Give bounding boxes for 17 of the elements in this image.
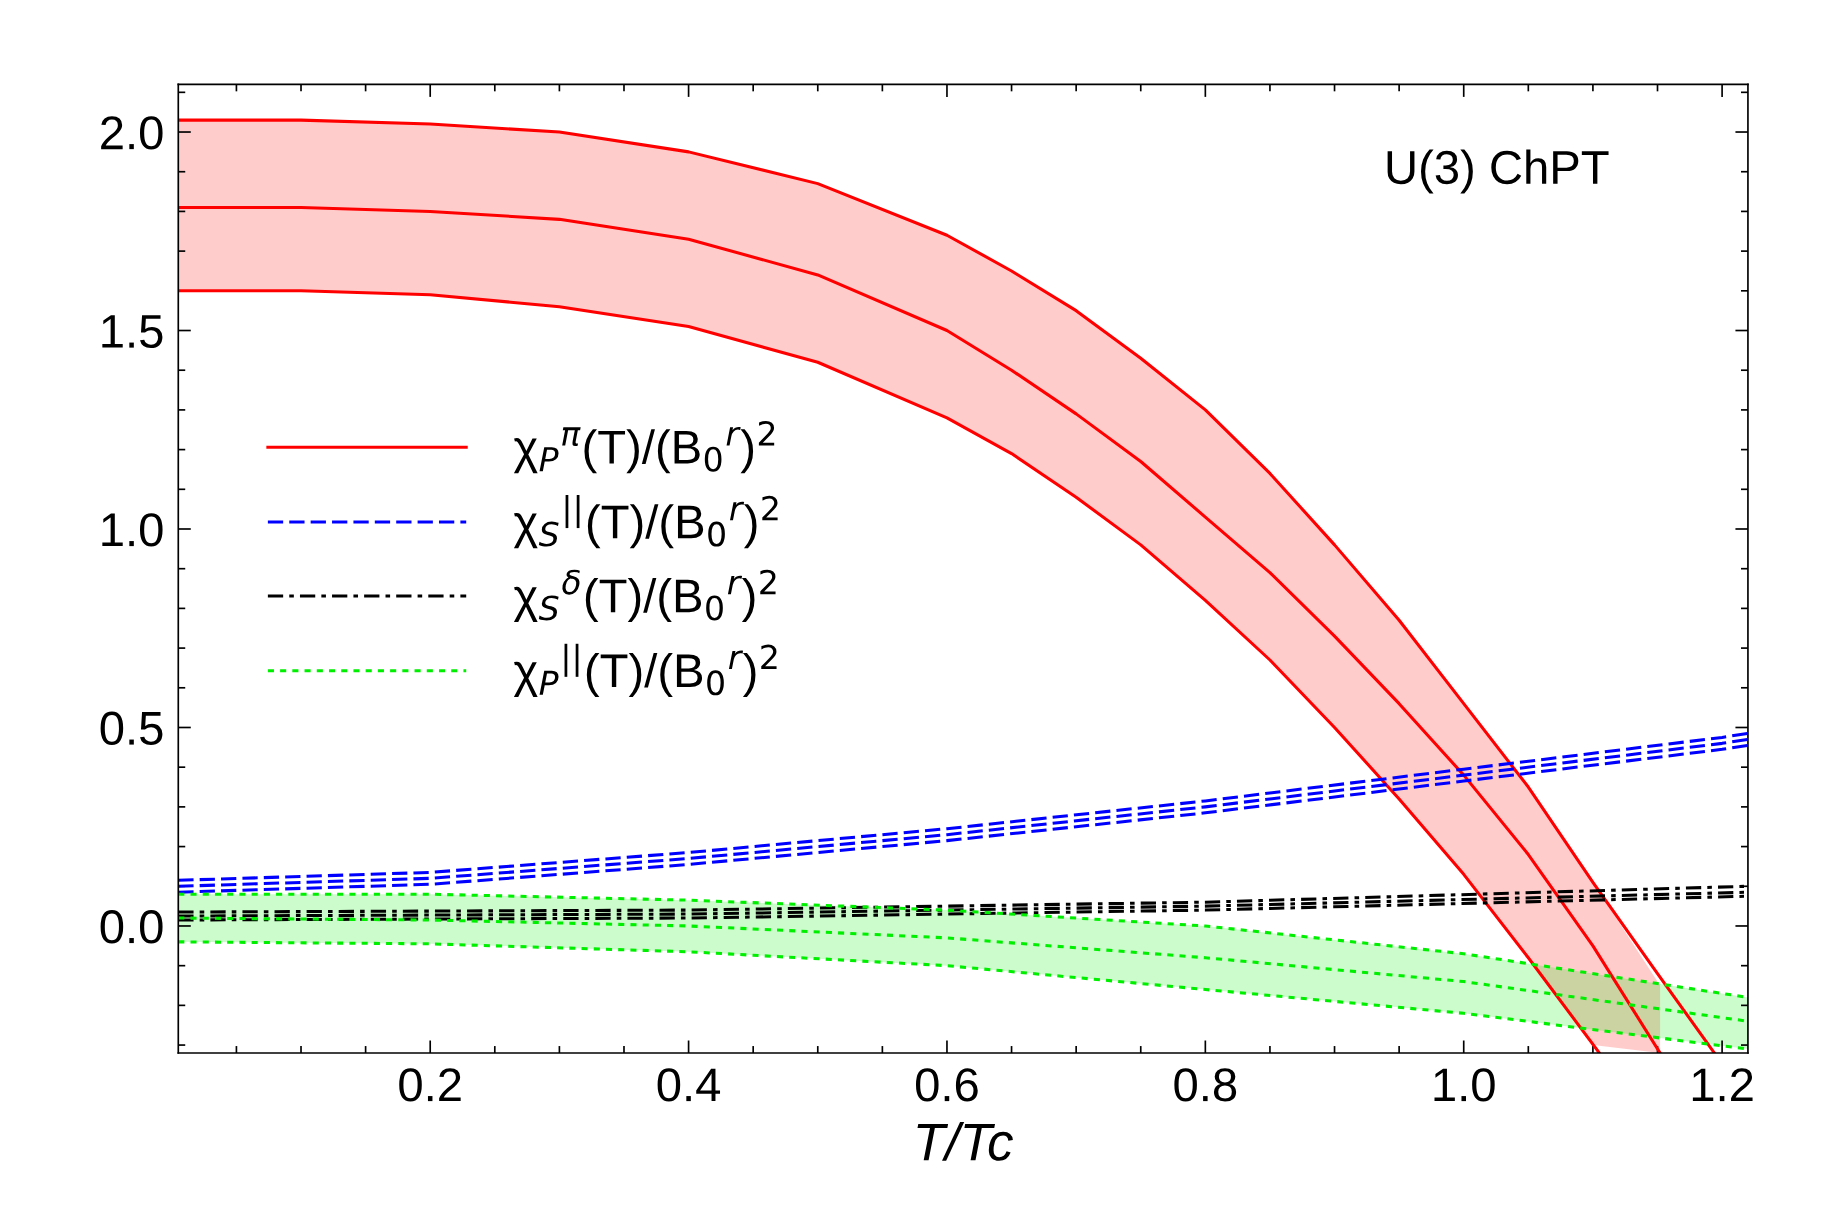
legend-label: χ$_{P}$$^{||}$(T)/(B$_{0}$$^{r}$)$^{2}$ [513, 643, 777, 697]
legend-label: χ$_{S}$$^{||}$(T)/(B$_{0}$$^{r}$)$^{2}$ [513, 495, 778, 549]
x-tick-label: 1.0 [1434, 1068, 1495, 1102]
y-tick-label: 1.0 [102, 513, 163, 547]
x-tick-label: 1.2 [1692, 1068, 1753, 1102]
legend-label: χ$_{S}$$^{δ}$(T)/(B$_{0}$$^{r}$)$^{2}$ [513, 569, 776, 623]
y-tick-label: 0.0 [100, 910, 163, 944]
x-tick-label: 0.4 [657, 1068, 721, 1102]
x-axis-title: T/Tc [917, 1122, 1013, 1161]
y-tick-label: 0.5 [100, 711, 163, 746]
annotation: U(3) ChPT [1387, 149, 1609, 194]
y-tick-label: 1.5 [102, 315, 163, 349]
x-tick-label: 0.6 [915, 1068, 978, 1102]
y-tick-label: 2.0 [101, 116, 163, 150]
x-tick-label: 0.8 [1174, 1068, 1237, 1102]
legend-label: χ$_{P}$$^{π}$(T)/(B$_{0}$$^{r}$)$^{2}$ [513, 420, 775, 474]
x-tick-label: 0.2 [399, 1068, 461, 1102]
